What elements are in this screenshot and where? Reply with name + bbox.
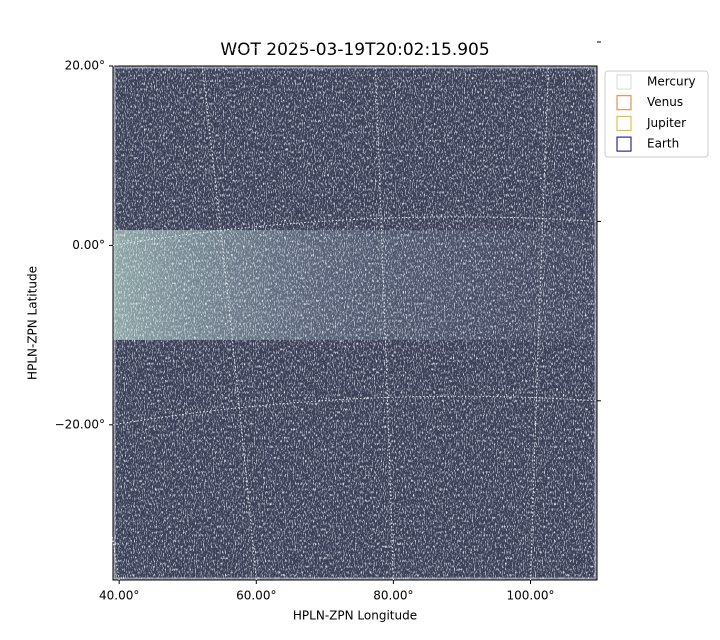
grid-line (112, 36, 598, 67)
x-tick-label: 60.00° (236, 589, 276, 603)
grid-line (374, 65, 394, 581)
grid-line (112, 216, 598, 246)
x-tick-label: 40.00° (99, 589, 139, 603)
legend-marker (616, 115, 632, 131)
x-tick-label: 80.00° (373, 589, 413, 603)
y-tick-label: 20.00° (65, 59, 105, 73)
grid-line (530, 65, 550, 581)
legend-label: Venus (647, 95, 683, 109)
y-tick-label: 0.00° (72, 238, 105, 252)
legend-label: Mercury (647, 75, 696, 89)
legend-marker (616, 74, 632, 90)
chart-title: WOT 2025-03-19T20:02:15.905 (220, 40, 489, 60)
legend-label: Earth (647, 137, 679, 151)
grid-line (201, 65, 257, 581)
legend-label: Jupiter (646, 116, 686, 130)
image (113, 66, 597, 580)
plot-frame (112, 65, 598, 581)
image-noise (113, 66, 597, 580)
x-axis-label: HPLN-ZPN Longitude (293, 609, 417, 623)
grid-line (112, 395, 598, 426)
legend-marker (616, 136, 632, 152)
x-tick-label: 100.00° (507, 589, 555, 603)
y-tick-label: −20.00° (55, 417, 105, 431)
y-axis-label: HPLN-ZPN Latitude (26, 266, 40, 380)
legend-marker (616, 95, 632, 111)
legend-box (604, 70, 709, 158)
grid-line (28, 65, 120, 581)
